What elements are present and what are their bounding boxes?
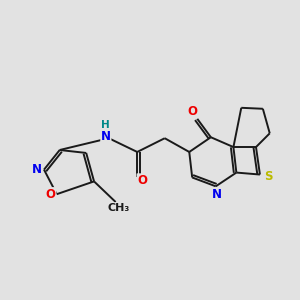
Text: CH₃: CH₃ xyxy=(107,203,130,213)
Text: O: O xyxy=(46,188,56,201)
Text: S: S xyxy=(265,170,273,183)
Text: O: O xyxy=(137,174,147,187)
Text: N: N xyxy=(32,163,42,176)
Text: O: O xyxy=(187,105,197,118)
Text: H: H xyxy=(101,121,110,130)
Text: N: N xyxy=(212,188,222,201)
Text: N: N xyxy=(101,130,111,143)
